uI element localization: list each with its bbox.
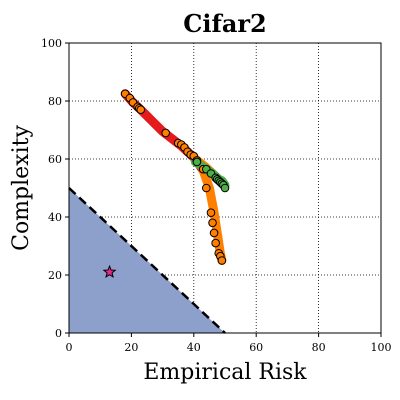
axis-ticks: 0 20 40 60 80 100 0 20 40 60 80 100 <box>41 37 392 354</box>
plot-frame <box>68 42 382 334</box>
x-tick-label: 80 <box>312 341 326 354</box>
data-point <box>201 183 211 193</box>
y-tick-label: 0 <box>55 327 62 340</box>
star-marker <box>102 264 117 279</box>
data-point <box>206 208 216 217</box>
data-point <box>161 128 171 138</box>
y-axis-label: Complexity <box>9 125 34 251</box>
y-tick-label: 60 <box>48 153 62 166</box>
x-tick-label: 40 <box>187 341 201 354</box>
y-tick-label: 100 <box>41 37 62 50</box>
data-point <box>136 105 146 114</box>
y-tick-label: 40 <box>48 211 62 224</box>
y-tick-label: 20 <box>48 269 62 282</box>
data-point <box>192 157 202 167</box>
data-point <box>209 228 219 238</box>
x-axis-label: Empirical Risk <box>143 360 307 385</box>
boundary-line <box>68 187 226 334</box>
y-tick-label: 80 <box>48 95 62 108</box>
data-point <box>211 238 220 248</box>
data-layer <box>68 89 230 334</box>
data-point <box>220 183 230 193</box>
chart-title: Cifar2 <box>183 9 266 38</box>
x-tick-label: 100 <box>371 341 392 354</box>
data-point <box>208 218 217 228</box>
x-tick-label: 0 <box>66 341 73 354</box>
x-tick-label: 60 <box>249 341 263 354</box>
data-point <box>217 256 227 265</box>
x-tick-label: 20 <box>124 341 138 354</box>
